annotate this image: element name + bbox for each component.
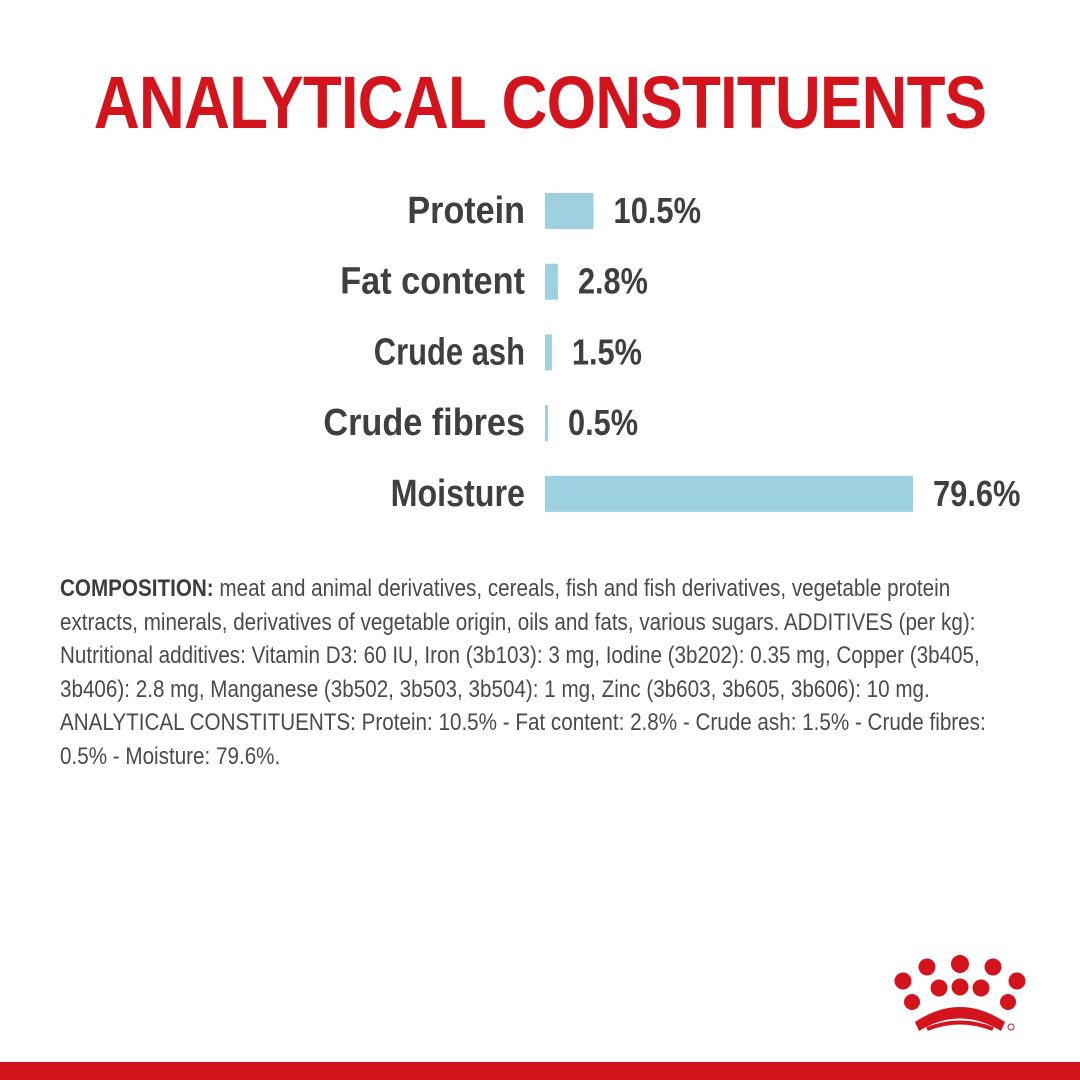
bar-moisture (545, 475, 913, 512)
crown-dots-logo-icon (894, 955, 1026, 1031)
category-label-crude-ash: Crude ash (374, 331, 525, 373)
value-label-fat-content: 2.8% (578, 261, 648, 302)
value-label-moisture: 79.6% (933, 473, 1021, 514)
composition-text: meat and animal derivatives, cereals, fi… (60, 575, 986, 770)
bottom-brand-band (0, 1062, 1080, 1080)
bar-chart: Protein 10.5% Fat content 2.8% Crude ash 1.5%… (323, 190, 1021, 515)
composition-label: COMPOSITION: (60, 575, 214, 602)
bar-crude-ash (545, 334, 552, 371)
bar-protein (545, 193, 594, 229)
value-label-crude-ash: 1.5% (572, 331, 642, 372)
category-label-crude-fibres: Crude fibres (323, 402, 525, 444)
category-label-moisture: Moisture (391, 473, 525, 515)
chart-title: ANALYTICAL CONSTITUENTS (93, 61, 987, 144)
category-label-fat-content: Fat content (340, 261, 525, 303)
bar-crude-fibres (545, 405, 548, 442)
category-label-protein: Protein (407, 190, 525, 232)
value-label-protein: 10.5% (614, 190, 702, 231)
bar-fat-content (545, 263, 558, 300)
value-label-crude-fibres: 0.5% (568, 402, 638, 443)
composition-text-block: COMPOSITION: meat and animal derivatives… (60, 572, 989, 773)
